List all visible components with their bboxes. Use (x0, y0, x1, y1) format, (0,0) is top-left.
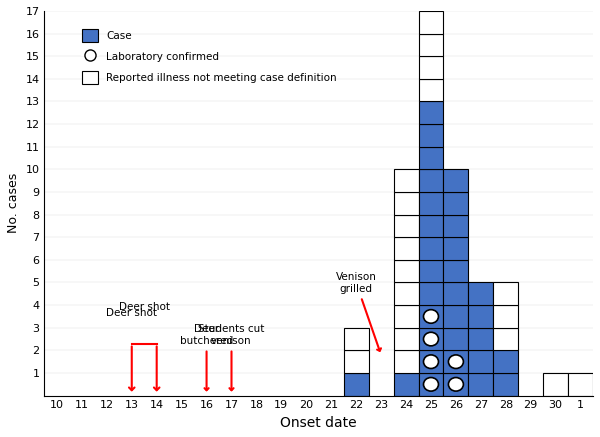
FancyBboxPatch shape (419, 124, 443, 147)
FancyBboxPatch shape (443, 282, 469, 305)
Circle shape (424, 332, 439, 346)
FancyBboxPatch shape (419, 282, 443, 305)
Text: Deer
butchered: Deer butchered (180, 324, 233, 390)
Text: Deer shot: Deer shot (119, 302, 170, 312)
Y-axis label: No. cases: No. cases (7, 173, 20, 233)
FancyBboxPatch shape (344, 328, 368, 350)
FancyBboxPatch shape (493, 305, 518, 328)
FancyBboxPatch shape (469, 350, 493, 373)
FancyBboxPatch shape (443, 170, 469, 192)
FancyBboxPatch shape (344, 373, 368, 395)
FancyBboxPatch shape (419, 350, 443, 373)
FancyBboxPatch shape (419, 237, 443, 260)
FancyBboxPatch shape (469, 305, 493, 328)
FancyBboxPatch shape (419, 101, 443, 124)
FancyBboxPatch shape (419, 305, 443, 328)
FancyBboxPatch shape (419, 147, 443, 170)
FancyBboxPatch shape (443, 305, 469, 328)
FancyBboxPatch shape (443, 192, 469, 215)
FancyBboxPatch shape (394, 373, 419, 395)
Text: Students cut
venison: Students cut venison (199, 324, 265, 390)
FancyBboxPatch shape (493, 350, 518, 373)
FancyBboxPatch shape (469, 282, 493, 305)
FancyBboxPatch shape (419, 34, 443, 56)
FancyBboxPatch shape (443, 350, 469, 373)
FancyBboxPatch shape (394, 170, 419, 192)
FancyBboxPatch shape (419, 170, 443, 192)
FancyBboxPatch shape (543, 373, 568, 395)
FancyBboxPatch shape (394, 260, 419, 282)
FancyBboxPatch shape (443, 215, 469, 237)
Circle shape (448, 355, 463, 368)
FancyBboxPatch shape (493, 328, 518, 350)
FancyBboxPatch shape (469, 328, 493, 350)
FancyBboxPatch shape (394, 350, 419, 373)
FancyBboxPatch shape (344, 350, 368, 373)
Legend: Case, Laboratory confirmed, Reported illness not meeting case definition: Case, Laboratory confirmed, Reported ill… (77, 24, 342, 89)
FancyBboxPatch shape (443, 237, 469, 260)
FancyBboxPatch shape (394, 305, 419, 328)
Circle shape (448, 378, 463, 391)
FancyBboxPatch shape (419, 79, 443, 101)
FancyBboxPatch shape (419, 192, 443, 215)
FancyBboxPatch shape (419, 56, 443, 79)
Circle shape (424, 310, 439, 323)
FancyBboxPatch shape (443, 328, 469, 350)
Text: Venison
grilled: Venison grilled (336, 272, 381, 351)
FancyBboxPatch shape (493, 373, 518, 395)
Circle shape (424, 378, 439, 391)
FancyBboxPatch shape (394, 237, 419, 260)
FancyBboxPatch shape (443, 373, 469, 395)
FancyBboxPatch shape (419, 215, 443, 237)
FancyBboxPatch shape (469, 373, 493, 395)
FancyBboxPatch shape (419, 328, 443, 350)
FancyBboxPatch shape (493, 282, 518, 305)
FancyBboxPatch shape (568, 373, 593, 395)
FancyBboxPatch shape (419, 373, 443, 395)
FancyBboxPatch shape (394, 192, 419, 215)
FancyBboxPatch shape (394, 215, 419, 237)
Circle shape (424, 355, 439, 368)
FancyBboxPatch shape (394, 282, 419, 305)
FancyBboxPatch shape (443, 260, 469, 282)
X-axis label: Onset date: Onset date (280, 416, 357, 430)
Text: Deer shot: Deer shot (106, 309, 157, 319)
FancyBboxPatch shape (394, 328, 419, 350)
FancyBboxPatch shape (419, 260, 443, 282)
FancyBboxPatch shape (419, 11, 443, 34)
